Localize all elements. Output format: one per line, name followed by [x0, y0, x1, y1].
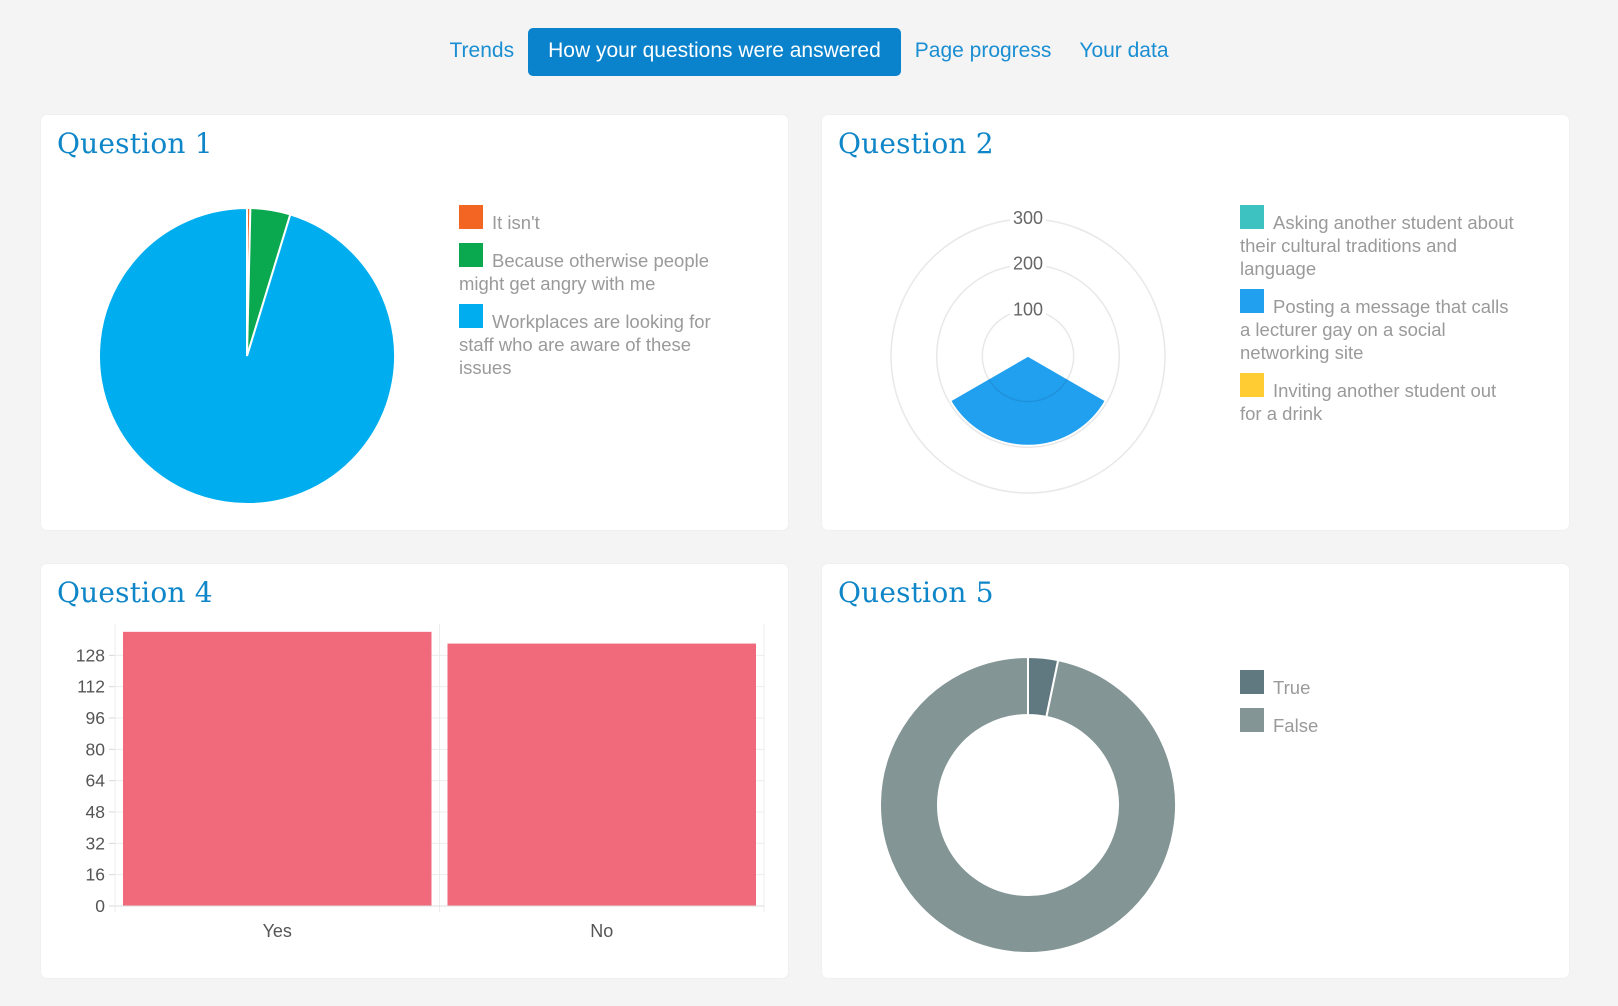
legend-item[interactable]: False — [1240, 708, 1518, 737]
legend-swatch — [459, 243, 483, 267]
legend-label: True — [1273, 677, 1311, 698]
legend-item[interactable]: Because otherwise people might get angry… — [459, 243, 734, 295]
x-tick-label: No — [590, 921, 613, 941]
polar-slice[interactable] — [949, 355, 1107, 447]
legend-label: It isn't — [492, 212, 540, 233]
y-tick-label: 80 — [86, 739, 106, 759]
legend-item[interactable]: Asking another student about their cultu… — [1240, 205, 1518, 280]
legend-swatch — [1240, 373, 1264, 397]
legend-label: Asking another student about their cultu… — [1240, 212, 1514, 279]
x-tick-label: Yes — [263, 921, 292, 941]
tab-trends[interactable]: Trends — [449, 39, 515, 62]
chart-legend: It isn't Because otherwise people might … — [459, 205, 734, 394]
y-tick-label: 16 — [86, 865, 105, 885]
chart-legend: True False — [1240, 670, 1518, 752]
legend-swatch — [459, 304, 483, 328]
legend-label: Workplaces are looking for staff who are… — [459, 311, 711, 378]
y-tick-label: 32 — [86, 833, 105, 853]
y-tick-label: 64 — [86, 771, 106, 791]
question-5-card: Question 5 True False — [822, 564, 1569, 978]
legend-swatch — [1240, 670, 1264, 694]
polar-tick-label: 300 — [1013, 208, 1043, 228]
y-tick-label: 128 — [76, 645, 105, 665]
card-title: Question 2 — [838, 127, 994, 160]
legend-label: Posting a message that calls a lecturer … — [1240, 296, 1509, 363]
question-5-doughnut-chart — [879, 655, 1177, 954]
y-tick-label: 0 — [95, 896, 105, 916]
legend-item[interactable]: It isn't — [459, 205, 734, 234]
polar-tick-label: 200 — [1013, 254, 1043, 274]
polar-tick-bg — [1010, 298, 1046, 321]
card-title: Question 1 — [57, 127, 213, 160]
legend-label: False — [1273, 715, 1319, 736]
bar[interactable] — [123, 631, 432, 906]
pie-slice[interactable] — [879, 655, 1177, 954]
question-1-pie-chart — [98, 206, 396, 505]
tab-bar: Trends How your questions were answered … — [0, 28, 1618, 76]
tab-your-data[interactable]: Your data — [1079, 39, 1169, 62]
question-4-bar-chart: 0 16 32 48 64 80 96 112 128 Yes No — [76, 624, 765, 941]
y-tick-label: 112 — [77, 677, 105, 697]
question-2-card: Question 2 100 200 300 Asking another stud… — [822, 115, 1569, 530]
polar-tick-bg — [1010, 207, 1046, 229]
legend-swatch — [1240, 289, 1264, 313]
legend-item[interactable]: Workplaces are looking for staff who are… — [459, 304, 734, 379]
tab-how-questions-answered[interactable]: How your questions were answered — [528, 28, 901, 76]
question-1-card: Question 1 It isn't Because otherwise pe… — [41, 115, 788, 530]
legend-swatch — [1240, 708, 1264, 732]
question-2-polar-chart: 100 200 300 — [890, 207, 1166, 494]
chart-legend: Asking another student about their cultu… — [1240, 205, 1518, 440]
polar-tick-label: 100 — [1013, 299, 1043, 319]
bar[interactable] — [447, 643, 757, 906]
legend-item[interactable]: Inviting another student out for a drink — [1240, 373, 1518, 425]
tab-page-progress[interactable]: Page progress — [914, 39, 1052, 62]
y-tick-label: 96 — [86, 708, 105, 728]
card-title: Question 5 — [838, 576, 994, 609]
legend-label: Because otherwise people might get angry… — [459, 250, 710, 294]
pie-slice[interactable] — [98, 206, 396, 505]
y-tick-label: 48 — [86, 802, 105, 822]
question-4-card: Question 4 0 16 32 48 64 80 96 112 128 Yes No — [41, 564, 788, 978]
card-title: Question 4 — [57, 576, 213, 609]
polar-tick-bg — [1010, 252, 1046, 275]
legend-swatch — [1240, 205, 1264, 229]
legend-item[interactable]: Posting a message that calls a lecturer … — [1240, 289, 1518, 364]
legend-swatch — [459, 205, 483, 229]
legend-label: Inviting another student out for a drink — [1240, 380, 1497, 424]
legend-item[interactable]: True — [1240, 670, 1518, 699]
